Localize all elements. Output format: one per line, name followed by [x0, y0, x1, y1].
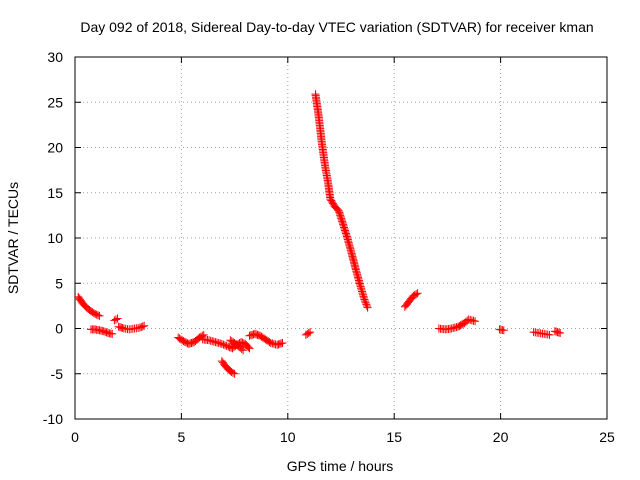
y-tick-label: 30 [47, 49, 63, 65]
data-point [95, 311, 104, 320]
data-point [239, 346, 248, 355]
data-point [237, 345, 246, 354]
data-point [111, 315, 120, 324]
y-tick-label: 10 [47, 230, 63, 246]
data-point [140, 321, 149, 330]
data-point [360, 295, 369, 304]
data-point [110, 316, 119, 325]
data-point [545, 330, 554, 339]
data-point [138, 322, 147, 331]
data-point [229, 368, 238, 377]
data-point [94, 311, 103, 320]
y-tick-labels: -10 -5 0 5 10 15 20 25 30 [43, 49, 63, 427]
x-axis-label: GPS time / hours [287, 458, 394, 474]
x-tick-label: 0 [71, 429, 79, 445]
data-point [219, 340, 228, 349]
data-point [362, 302, 371, 311]
y-tick-label: -10 [43, 411, 63, 427]
x-tick-labels: 0 5 10 15 20 25 [71, 429, 615, 445]
data-point [245, 344, 254, 353]
data-point [412, 290, 421, 299]
data-points [74, 90, 565, 378]
data-point [227, 367, 236, 376]
data-point [361, 298, 370, 307]
data-point [230, 369, 239, 378]
data-point [361, 297, 370, 306]
data-point [113, 314, 122, 323]
data-point [363, 303, 372, 312]
data-point [199, 330, 208, 339]
data-point [362, 300, 371, 309]
data-point [413, 289, 422, 298]
data-point [278, 338, 287, 347]
chart-title: Day 092 of 2018, Sidereal Day-to-day VTE… [80, 19, 593, 35]
data-point [304, 329, 313, 338]
data-point [217, 339, 226, 348]
y-tick-label: -5 [51, 366, 64, 382]
y-tick-label: 15 [47, 185, 63, 201]
grid-lines [75, 57, 607, 419]
axis-ticks [74, 56, 608, 420]
x-tick-label: 20 [493, 429, 509, 445]
y-axis-label: SDTVAR / TECUs [5, 182, 21, 294]
data-point [108, 329, 117, 338]
data-point [221, 341, 230, 350]
data-point [471, 317, 480, 326]
x-tick-label: 5 [178, 429, 186, 445]
y-tick-label: 25 [47, 94, 63, 110]
y-tick-label: 5 [55, 275, 63, 291]
data-point [306, 328, 315, 337]
data-point [244, 343, 253, 352]
x-tick-label: 10 [280, 429, 296, 445]
x-tick-label: 15 [386, 429, 402, 445]
y-tick-label: 20 [47, 140, 63, 156]
data-point [556, 329, 565, 338]
data-point [499, 326, 508, 335]
y-tick-label: 0 [55, 321, 63, 337]
x-tick-label: 25 [599, 429, 615, 445]
